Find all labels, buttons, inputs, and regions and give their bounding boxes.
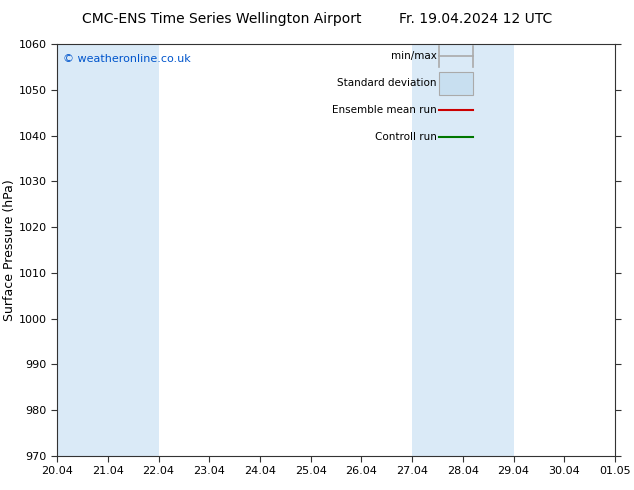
Text: Controll run: Controll run [375, 132, 436, 142]
Text: Ensemble mean run: Ensemble mean run [332, 105, 436, 115]
Text: CMC-ENS Time Series Wellington Airport: CMC-ENS Time Series Wellington Airport [82, 12, 361, 26]
Bar [615, 44, 634, 456]
Bar [463, 44, 514, 456]
Bar [439, 72, 473, 95]
Text: © weatheronline.co.uk: © weatheronline.co.uk [63, 54, 190, 64]
Text: Fr. 19.04.2024 12 UTC: Fr. 19.04.2024 12 UTC [399, 12, 552, 26]
Bar [412, 44, 463, 456]
Bar [57, 44, 108, 456]
Text: Standard deviation: Standard deviation [337, 78, 436, 88]
Y-axis label: Surface Pressure (hPa): Surface Pressure (hPa) [3, 179, 16, 321]
Text: min/max: min/max [391, 51, 436, 61]
Bar [108, 44, 158, 456]
